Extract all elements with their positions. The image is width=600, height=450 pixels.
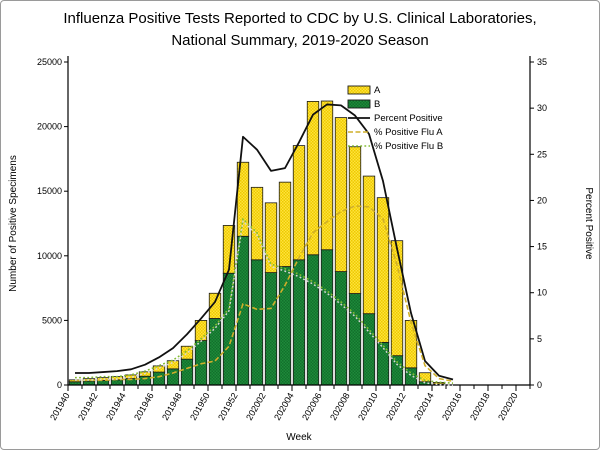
- bar-b-segment: [208, 318, 222, 386]
- bar-b-segment: [390, 355, 404, 386]
- line-percent-positive: [75, 103, 454, 381]
- right-tick-label: 25: [537, 149, 547, 159]
- bar-a-segment: [376, 197, 390, 343]
- bar-a-segment: [334, 117, 348, 272]
- bar-b-segment: [138, 375, 152, 386]
- bar-a-segment: [292, 145, 306, 261]
- x-tick-label: 202016: [440, 391, 464, 422]
- left-axis-title: Number of Positive Specimens: [8, 155, 19, 292]
- x-tick-label: 202002: [244, 391, 268, 422]
- bar-a-segment: [180, 345, 194, 360]
- left-tick-label: 20000: [37, 122, 62, 132]
- right-tick-label: 5: [537, 334, 542, 344]
- bar-b-segment: [292, 259, 306, 386]
- bar-a-segment: [320, 100, 334, 251]
- left-tick-label: 10000: [37, 251, 62, 261]
- legend-item: A: [347, 85, 381, 96]
- bar-a-segment: [278, 181, 292, 267]
- bar-b-segment: [180, 358, 194, 386]
- bar-a-segment: [432, 382, 446, 385]
- x-tick-label: 202010: [356, 391, 380, 422]
- bar-a-segment: [124, 374, 138, 379]
- x-axis-title: Week: [286, 432, 312, 443]
- line--positive-flu-a: [75, 205, 454, 383]
- legend-item: B: [347, 99, 380, 110]
- right-tick-label: 0: [537, 380, 542, 390]
- legend-label: B: [374, 99, 380, 110]
- right-axis-title: Percent Positive: [583, 187, 594, 260]
- x-tick-label: 201944: [104, 391, 128, 422]
- legend-label: Percent Positive: [374, 113, 443, 124]
- bar-a-segment: [166, 360, 180, 370]
- left-tick-label: 5000: [42, 315, 62, 325]
- bar-b-segment: [166, 368, 180, 386]
- bars-group: [68, 100, 446, 386]
- lines-group: [75, 103, 454, 387]
- bar-a-segment: [250, 186, 264, 261]
- bar-b-segment: [222, 272, 236, 386]
- right-tick-label: 20: [537, 195, 547, 205]
- x-tick-label: 202012: [384, 391, 408, 422]
- legend-swatch-b: [347, 99, 371, 109]
- right-tick-label: 15: [537, 242, 547, 252]
- bar-b-segment: [264, 272, 278, 386]
- left-tick-label: 25000: [37, 57, 62, 67]
- legend: AB Percent Positive % Positive Flu A % Posi…: [347, 85, 443, 152]
- legend-item: % Positive Flu A: [348, 127, 443, 138]
- bar-b-segment: [334, 271, 348, 386]
- legend-swatch-a: [347, 85, 371, 95]
- bar-b-segment: [236, 235, 250, 386]
- bar-b-segment: [348, 293, 362, 386]
- x-tick-label: 202004: [272, 391, 296, 422]
- bar-a-segment: [362, 175, 376, 315]
- line-echo: [75, 219, 454, 387]
- right-tick-label: 30: [537, 103, 547, 113]
- bar-b-segment: [250, 259, 264, 386]
- x-tick-label: 202014: [412, 391, 436, 422]
- x-tick-label: 201950: [188, 391, 212, 422]
- legend-label: A: [374, 85, 381, 96]
- bar-a-segment: [390, 240, 404, 357]
- x-tick-label: 202008: [328, 391, 352, 422]
- bar-b-segment: [320, 249, 334, 386]
- legend-item: % Positive Flu B: [348, 141, 443, 152]
- left-tick-label: 0: [57, 380, 62, 390]
- x-tick-label: 201942: [76, 391, 100, 422]
- x-tick-label: 201940: [48, 391, 72, 422]
- bar-a-segment: [208, 292, 222, 319]
- legend-item: Percent Positive: [348, 113, 443, 124]
- x-tick-label: 202020: [496, 391, 520, 422]
- bar-b-segment: [110, 379, 124, 386]
- line--positive-flu-b: [75, 218, 454, 384]
- chart-title: Influenza Positive Tests Reported to CDC…: [0, 8, 600, 52]
- bar-b-segment: [152, 371, 166, 386]
- chart-title-line1: Influenza Positive Tests Reported to CDC…: [63, 10, 537, 27]
- right-tick-label: 35: [537, 57, 547, 67]
- x-tick-label: 201948: [160, 391, 184, 422]
- bar-a-segment: [306, 101, 320, 256]
- bar-a-segment: [152, 365, 166, 373]
- chart-title-line2: National Summary, 2019-2020 Season: [171, 31, 429, 49]
- axes-group: 0 5000 10000 15000 20000 25000 0 5 10 15 20 25 30 35 2…: [37, 56, 547, 422]
- x-tick-label: 202006: [300, 391, 324, 422]
- bar-a-segment: [348, 146, 362, 294]
- bar-b-segment: [306, 254, 320, 386]
- right-tick-label: 10: [537, 288, 547, 298]
- legend-label: % Positive Flu B: [374, 141, 443, 152]
- left-tick-label: 15000: [37, 186, 62, 196]
- x-tick-label: 201952: [216, 391, 240, 422]
- x-tick-label: 201946: [132, 391, 156, 422]
- legend-label: % Positive Flu A: [374, 127, 443, 138]
- bar-a-segment: [418, 372, 432, 383]
- bar-a-segment: [264, 202, 278, 273]
- bar-a-segment: [222, 225, 236, 274]
- x-tick-label: 202018: [468, 391, 492, 422]
